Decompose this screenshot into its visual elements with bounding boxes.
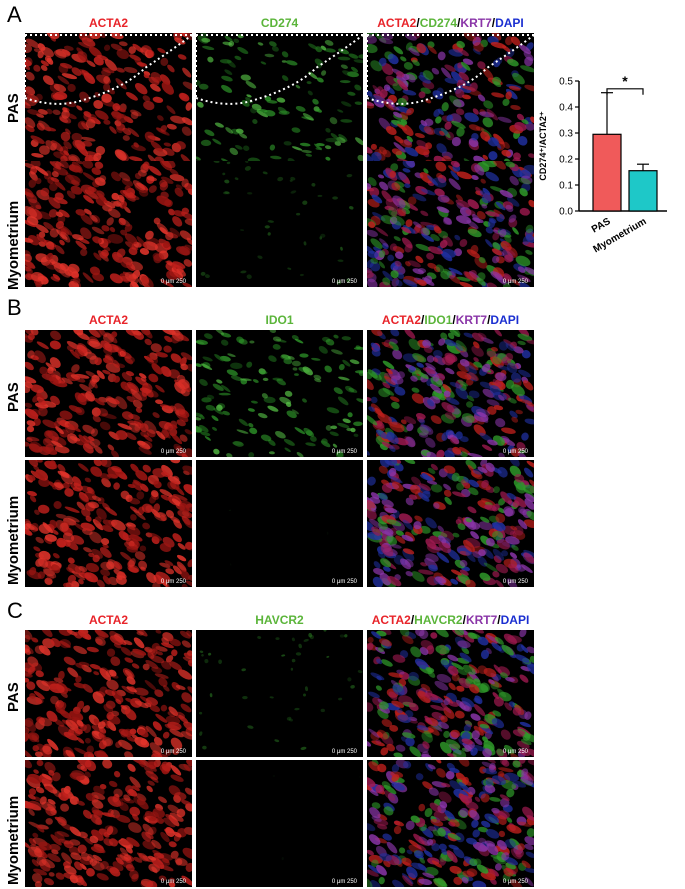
channel-part: / (487, 313, 491, 327)
scale-bar-label: 0 μm 250 (502, 749, 528, 755)
scale-bar-label: 0 μm 250 (331, 879, 357, 885)
y-tick-label: 0.3 (559, 129, 573, 140)
micrograph-a-myometrium-3: 0 μm 250 (367, 161, 534, 287)
channel-part: / (421, 313, 425, 327)
micrograph-c-pas-3: 0 μm 250 (367, 630, 534, 757)
boundary-dotted-line (25, 34, 192, 105)
scale-bar-label: 0 μm 250 (331, 449, 357, 455)
significance-bracket (606, 88, 644, 95)
scale-bar-label: 0 μm 250 (331, 279, 357, 285)
row-label-pas-c: PAS (5, 682, 22, 712)
channel-part: / (457, 16, 461, 30)
channel-label-b-2: IDO1 (265, 313, 294, 327)
channel-part: DAPI (500, 613, 530, 627)
channel-part: / (491, 16, 496, 30)
micrograph-b-myometrium-3: 0 μm 250 (367, 460, 534, 587)
channel-part: HAVCR2 (414, 613, 463, 627)
channel-part: CD274 (419, 16, 458, 30)
scale-bar-label: 0 μm 250 (502, 449, 528, 455)
scale-bar-label: 0 μm 250 (502, 879, 528, 885)
channel-part: / (410, 613, 415, 627)
channel-part: KRT7 (455, 313, 488, 327)
row-label-pas-b: PAS (5, 382, 22, 412)
channel-label-a-1: ACTA2 (88, 16, 129, 30)
channel-part: IDO1 (424, 313, 453, 327)
panel-letter-a: A (7, 2, 22, 27)
channel-part: DAPI (490, 313, 520, 327)
scale-bar-label: 0 μm 250 (160, 579, 186, 585)
micrograph-b-pas-1: 0 μm 250 (25, 330, 192, 457)
channel-label-b-3: ACTA2/IDO1/KRT7/DAPI (367, 313, 534, 327)
channel-label-c-2: HAVCR2 (255, 613, 304, 627)
channel-part: ACTA2 (381, 313, 422, 327)
scale-bar-label: 0 μm 250 (160, 749, 186, 755)
channel-part: KRT7 (465, 613, 498, 627)
row-label-myometrium-a: Myometrium (5, 200, 22, 290)
channel-part: ACTA2 (377, 16, 417, 30)
row-label-myometrium-b: Myometrium (5, 495, 22, 585)
y-tick-label: 0.5 (559, 77, 573, 88)
y-tick-label: 0.0 (559, 207, 573, 218)
bar-pas (592, 133, 622, 212)
channel-label-b-1: ACTA2 (88, 313, 129, 327)
channel-label-c-1: ACTA2 (88, 613, 129, 627)
channel-label-a-3: ACTA2/CD274/KRT7/DAPI (367, 16, 534, 30)
scale-bar-label: 0 μm 250 (502, 279, 528, 285)
channel-part: / (462, 613, 466, 627)
micrograph-b-pas-2: 0 μm 250 (196, 330, 363, 457)
scale-bar-label: 0 μm 250 (160, 449, 186, 455)
channel-label-a-2: CD274 (260, 16, 299, 30)
channel-part: ACTA2 (371, 613, 411, 627)
bar-chart: 0.00.10.20.30.40.5CD274⁺/ACTA2⁺PASMyomet… (538, 73, 667, 255)
panel-letter-c: C (7, 598, 23, 623)
channel-part: DAPI (495, 16, 524, 30)
micrograph-a-myometrium-1: 0 μm 250 (25, 161, 192, 287)
x-tick-label: PAS (590, 216, 613, 236)
channel-label-c-3: ACTA2/HAVCR2/KRT7/DAPI (367, 613, 534, 627)
micrograph-a-myometrium-2: 0 μm 250 (196, 161, 363, 287)
micrograph-c-myometrium-1: 0 μm 250 (25, 760, 192, 887)
micrograph-c-myometrium-3: 0 μm 250 (367, 760, 534, 887)
boundary-dotted-line (196, 34, 363, 105)
micrograph-c-pas-2: 0 μm 250 (196, 630, 363, 757)
y-tick-label: 0.2 (559, 155, 573, 166)
micrograph-b-myometrium-2: 0 μm 250 (196, 460, 363, 587)
y-axis-label: CD274⁺/ACTA2⁺ (538, 111, 548, 181)
scale-bar-label: 0 μm 250 (502, 579, 528, 585)
scale-bar-label: 0 μm 250 (331, 579, 357, 585)
micrograph-b-pas-3: 0 μm 250 (367, 330, 534, 457)
micrograph-c-pas-1: 0 μm 250 (25, 630, 192, 757)
channel-part: KRT7 (460, 16, 492, 30)
row-label-myometrium-c: Myometrium (5, 795, 22, 885)
y-tick-label: 0.4 (559, 103, 573, 114)
scale-bar-label: 0 μm 250 (160, 879, 186, 885)
channel-part: / (497, 613, 501, 627)
micrograph-c-myometrium-2: 0 μm 250 (196, 760, 363, 887)
bar-myometrium (628, 170, 658, 212)
row-label-pas-a: PAS (5, 93, 22, 123)
significance-star: * (622, 73, 628, 89)
scale-bar-label: 0 μm 250 (160, 279, 186, 285)
micrograph-b-myometrium-1: 0 μm 250 (25, 460, 192, 587)
panel-letter-b: B (7, 295, 22, 320)
boundary-dotted-line (367, 34, 534, 105)
y-tick-label: 0.1 (559, 181, 573, 192)
channel-part: / (416, 16, 420, 30)
channel-part: / (452, 313, 456, 327)
scale-bar-label: 0 μm 250 (331, 749, 357, 755)
